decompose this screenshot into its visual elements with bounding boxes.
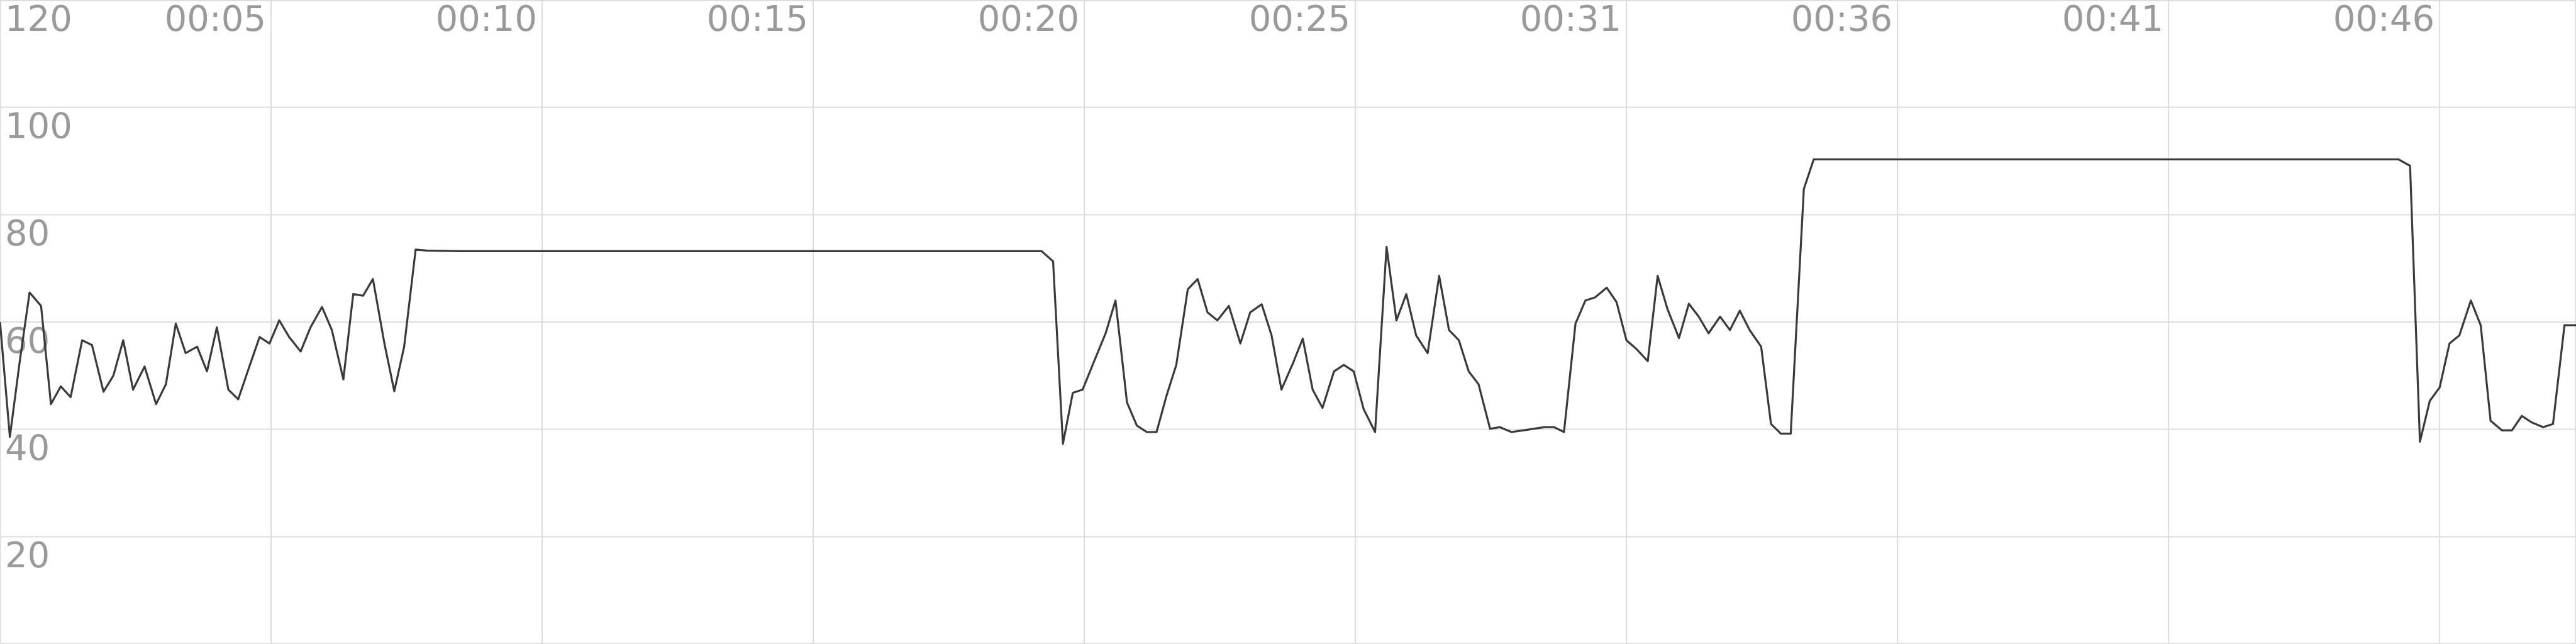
data-line — [0, 158, 2576, 445]
y-tick-label: 40 — [5, 428, 50, 469]
x-tick-label: 00:05 — [165, 0, 266, 40]
x-tick-label: 00:10 — [436, 0, 537, 40]
x-tick-label: 00:41 — [2062, 0, 2163, 40]
x-tick-label: 00:20 — [978, 0, 1079, 40]
y-tick-label: 20 — [5, 535, 50, 576]
x-tick-label: 00:15 — [707, 0, 808, 40]
y-tick-label: 80 — [5, 213, 50, 254]
y-tick-label: 100 — [5, 106, 72, 147]
x-tick-label: 00:31 — [1520, 0, 1621, 40]
y-tick-label: 120 — [5, 0, 72, 40]
x-tick-label: 00:25 — [1249, 0, 1350, 40]
x-tick-label: 00:36 — [1791, 0, 1892, 40]
x-tick-label: 00:46 — [2333, 0, 2434, 40]
